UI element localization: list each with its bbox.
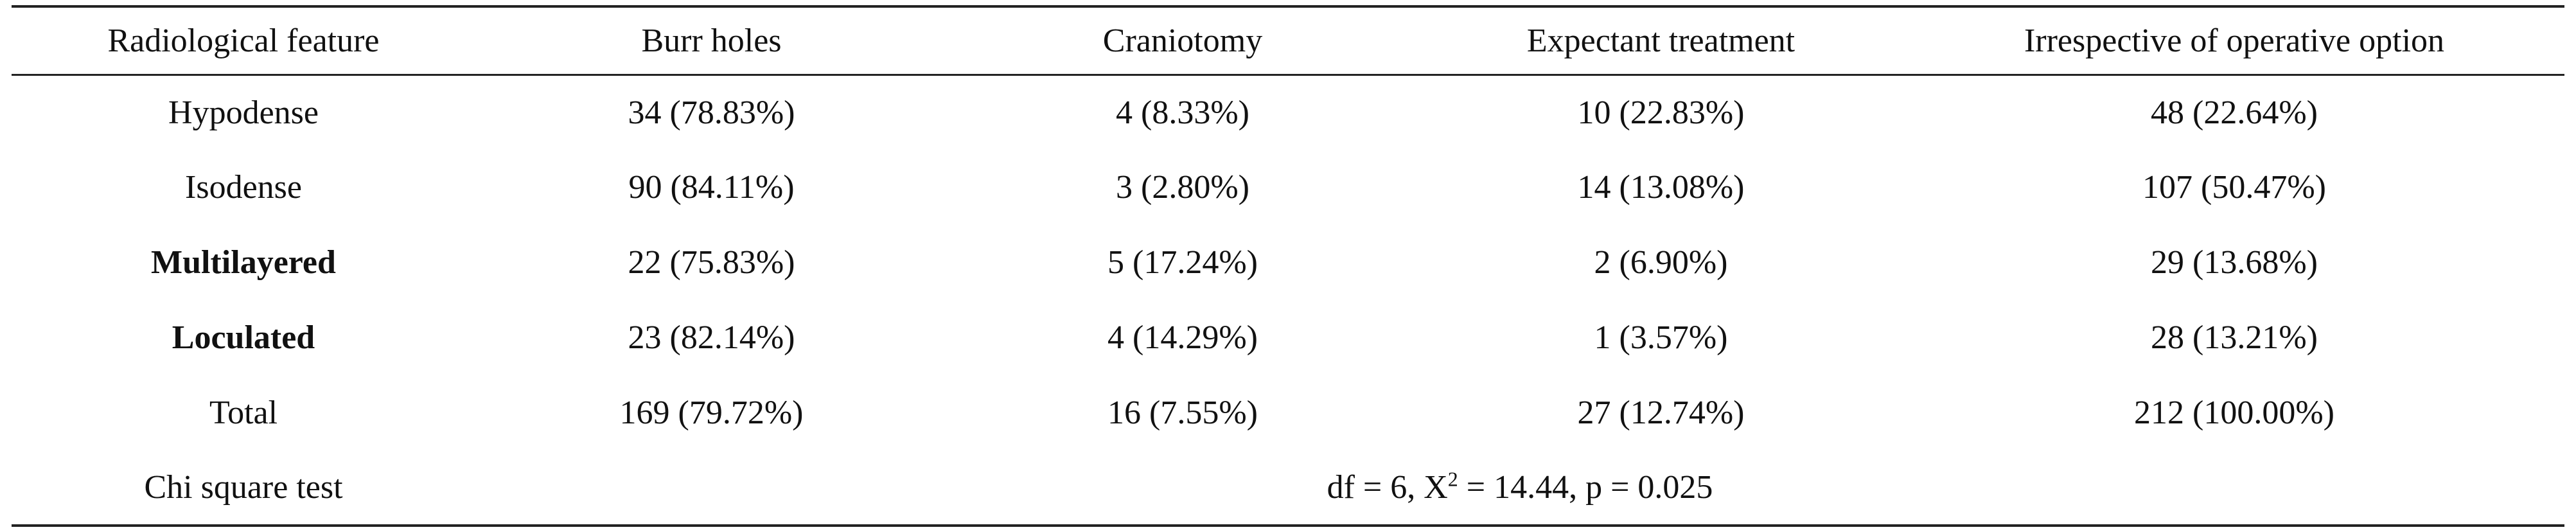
header-irrespective: Irrespective of operative option: [1904, 5, 2564, 76]
cell-irrespective: 29 (13.68%): [2151, 244, 2318, 281]
row-feature-loculated: Loculated: [172, 319, 315, 356]
cell-irrespective: 107 (50.47%): [2142, 169, 2326, 206]
chi-square-value: = 14.44, p = 0.025: [1458, 469, 1713, 506]
header-expectant-treatment: Expectant treatment: [1418, 5, 1904, 76]
header-burr-holes: Burr holes: [475, 5, 948, 76]
cell-burr-holes: 23 (82.14%): [628, 319, 795, 356]
radiological-features-table: Radiological feature Burr holes Cranioto…: [12, 5, 2564, 527]
cell-expectant: 1 (3.57%): [1594, 319, 1728, 356]
cell-craniotomy: 16 (7.55%): [1107, 395, 1258, 431]
table-row-total: Total 169 (79.72%) 16 (7.55%) 27 (12.74%…: [12, 375, 2564, 450]
table-row: Multilayered 22 (75.83%) 5 (17.24%) 2 (6…: [12, 225, 2564, 300]
cell-craniotomy: 5 (17.24%): [1107, 244, 1258, 281]
table-header-row: Radiological feature Burr holes Cranioto…: [12, 5, 2564, 76]
cell-irrespective: 28 (13.21%): [2151, 319, 2318, 356]
row-feature-isodense: Isodense: [185, 169, 302, 206]
cell-burr-holes: 34 (78.83%): [628, 94, 795, 131]
cell-craniotomy: 3 (2.80%): [1116, 169, 1249, 206]
row-feature-multilayered: Multilayered: [151, 244, 336, 281]
row-feature-total: Total: [209, 395, 278, 431]
cell-craniotomy: 4 (8.33%): [1116, 94, 1249, 131]
chi-square-result: df = 6, X2 = 14.44, p = 0.025: [475, 450, 2564, 527]
table-row-chi-square: Chi square test df = 6, X2 = 14.44, p = …: [12, 450, 2564, 527]
cell-expectant: 2 (6.90%): [1594, 244, 1728, 281]
cell-expectant: 14 (13.08%): [1577, 169, 1745, 206]
table-row: Hypodense 34 (78.83%) 4 (8.33%) 10 (22.8…: [12, 75, 2564, 150]
table-row: Isodense 90 (84.11%) 3 (2.80%) 14 (13.08…: [12, 150, 2564, 225]
header-radiological-feature: Radiological feature: [12, 5, 475, 76]
table-row: Loculated 23 (82.14%) 4 (14.29%) 1 (3.57…: [12, 300, 2564, 375]
cell-burr-holes: 169 (79.72%): [619, 395, 804, 431]
header-craniotomy: Craniotomy: [948, 5, 1418, 76]
cell-expectant: 27 (12.74%): [1577, 395, 1745, 431]
chi-square-label: Chi square test: [12, 450, 475, 527]
cell-irrespective: 48 (22.64%): [2151, 94, 2318, 131]
chi-square-df: df = 6, X: [1327, 469, 1448, 506]
cell-burr-holes: 90 (84.11%): [628, 169, 795, 206]
row-feature-hypodense: Hypodense: [168, 94, 319, 131]
chi-square-superscript: 2: [1447, 467, 1458, 491]
cell-expectant: 10 (22.83%): [1577, 94, 1745, 131]
cell-irrespective: 212 (100.00%): [2134, 395, 2334, 431]
cell-craniotomy: 4 (14.29%): [1107, 319, 1258, 356]
cell-burr-holes: 22 (75.83%): [628, 244, 795, 281]
